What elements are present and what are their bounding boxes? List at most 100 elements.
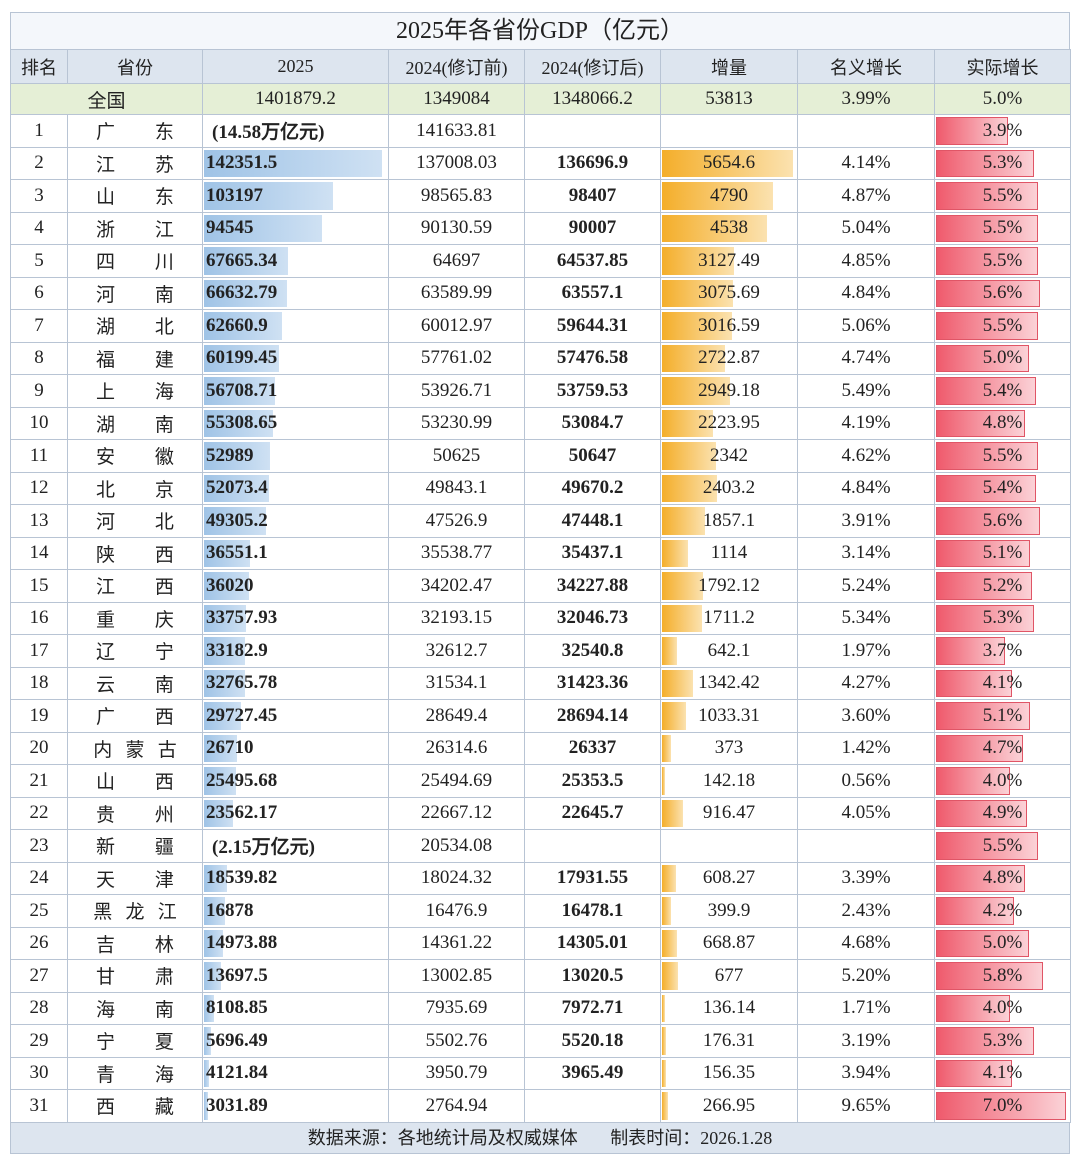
cell-text: 25353.5: [561, 769, 624, 791]
data-bar: [204, 767, 236, 795]
data-bar: [936, 929, 1029, 957]
table-cell: 32612.7: [388, 634, 525, 668]
province-name: 浙江: [96, 219, 203, 241]
cell-text: 5.4%: [982, 477, 1023, 499]
cell-text: 4.68%: [841, 932, 891, 954]
table-cell: 10: [10, 406, 68, 440]
cell-text: 2223.95: [698, 412, 760, 434]
table-cell: 23: [10, 829, 68, 863]
province-row: 25 黑龙江 16878 16476.9 16478.1 399.9 2.43% 4.2%: [10, 894, 1071, 928]
data-bar: [936, 669, 1012, 697]
table-cell: 甘肃: [67, 959, 203, 993]
data-bar: [662, 929, 678, 957]
table-cell: 98407: [524, 179, 661, 213]
cell-text: 20: [29, 737, 49, 759]
cell-text: 35437.1: [561, 542, 624, 564]
table-cell: 5.3%: [934, 601, 1071, 635]
header-cell: 增量: [660, 49, 798, 84]
table-cell: 25495.68: [202, 764, 389, 798]
data-bar: [936, 832, 1038, 860]
table-cell: 53926.71: [388, 374, 525, 408]
data-bar: [204, 279, 288, 307]
cell-text: 26710: [206, 737, 254, 759]
data-bar: [204, 962, 222, 990]
table-cell: 59644.31: [524, 309, 661, 343]
province-row: 30 青海 4121.84 3950.79 3965.49 156.35 3.94% 4.1%: [10, 1056, 1071, 1090]
cell-text: 373: [714, 737, 744, 759]
cell-text: 2949.18: [698, 379, 760, 401]
table-cell: 5.5%: [934, 179, 1071, 213]
cell-text: 30: [29, 1062, 49, 1084]
data-bar: [204, 247, 289, 275]
cell-text: 4538: [710, 217, 748, 239]
table-cell: 156.35: [660, 1056, 798, 1090]
cell-text: 32765.78: [206, 672, 278, 694]
data-bar: [936, 572, 1033, 600]
data-bar: [662, 864, 677, 892]
cell-text: 15: [29, 574, 49, 596]
data-bar: [204, 1027, 212, 1055]
table-cell: 98565.83: [388, 179, 525, 213]
table-cell: 4.1%: [934, 666, 1071, 700]
cell-text: 5.04%: [841, 217, 891, 239]
table-cell: 4790: [660, 179, 798, 213]
table-cell: 5.4%: [934, 374, 1071, 408]
table-cell: 12: [10, 471, 68, 505]
cell-text: 33757.93: [206, 607, 278, 629]
province-name: 河北: [96, 512, 203, 534]
province-name: 山西: [96, 772, 203, 794]
table-cell: 63557.1: [524, 276, 661, 310]
table-cell: 5.20%: [797, 959, 935, 993]
cell-text: 17931.55: [556, 867, 629, 889]
cell-text: 16878: [206, 899, 254, 921]
cell-text: 94545: [206, 217, 254, 239]
cell-text: 4.19%: [841, 412, 891, 434]
province-row: 31 西藏 3031.89 2764.94 266.95 9.65% 7.0%: [10, 1089, 1071, 1123]
cell-text: 5.06%: [841, 314, 891, 336]
cell-text: 4.87%: [841, 184, 891, 206]
data-bar: [936, 1092, 1066, 1120]
table-cell: 3031.89: [202, 1089, 389, 1123]
header-cell: 2024(修订后): [524, 49, 661, 84]
data-bar: [204, 994, 215, 1022]
cell-text: 4.74%: [841, 347, 891, 369]
province-name: 上海: [96, 382, 203, 404]
table-cell: 5.49%: [797, 374, 935, 408]
table-cell: 4.05%: [797, 796, 935, 830]
cell-text: 4.0%: [982, 997, 1023, 1019]
province-name: 云南: [96, 674, 203, 696]
table-cell: 13002.85: [388, 959, 525, 993]
cell-text: 53759.53: [556, 379, 629, 401]
cell-text: 4.84%: [841, 282, 891, 304]
table-cell: 62660.9: [202, 309, 389, 343]
table-cell: 5.4%: [934, 471, 1071, 505]
table-cell: 湖北: [67, 309, 203, 343]
table-cell: 608.27: [660, 861, 798, 895]
table-cell: 5520.18: [524, 1024, 661, 1058]
province-name: 内蒙古: [93, 739, 191, 761]
data-bar: [936, 117, 1009, 145]
table-cell: 14973.88: [202, 926, 389, 960]
cell-text: 28: [29, 997, 49, 1019]
table-cell: 2764.94: [388, 1089, 525, 1123]
table-cell: 陕西: [67, 536, 203, 570]
table-cell: 90007: [524, 211, 661, 245]
data-bar: [204, 507, 266, 535]
cell-text: 1.71%: [841, 997, 891, 1019]
table-cell: 1: [10, 114, 68, 148]
data-bar: [204, 572, 249, 600]
province-row: 7 湖北 62660.9 60012.97 59644.31 3016.59 5.06% 5.…: [10, 309, 1071, 343]
cell-text: 0.56%: [841, 769, 891, 791]
table-cell: 52073.4: [202, 471, 389, 505]
cell-text: 5520.18: [561, 1029, 624, 1051]
cell-text: 3.94%: [841, 1062, 891, 1084]
national-cell: 全国: [10, 83, 203, 115]
table-cell: 江西: [67, 569, 203, 603]
province-row: 14 陕西 36551.1 35538.77 35437.1 1114 3.14% 5.1%: [10, 536, 1071, 570]
table-cell: 5.1%: [934, 536, 1071, 570]
province-row: 27 甘肃 13697.5 13002.85 13020.5 677 5.20% 5.8%: [10, 959, 1071, 993]
table-cell: 江苏: [67, 146, 203, 180]
cell-text: 16: [29, 607, 49, 629]
national-cell: 5.0%: [934, 83, 1071, 115]
table-cell: 5.3%: [934, 1024, 1071, 1058]
